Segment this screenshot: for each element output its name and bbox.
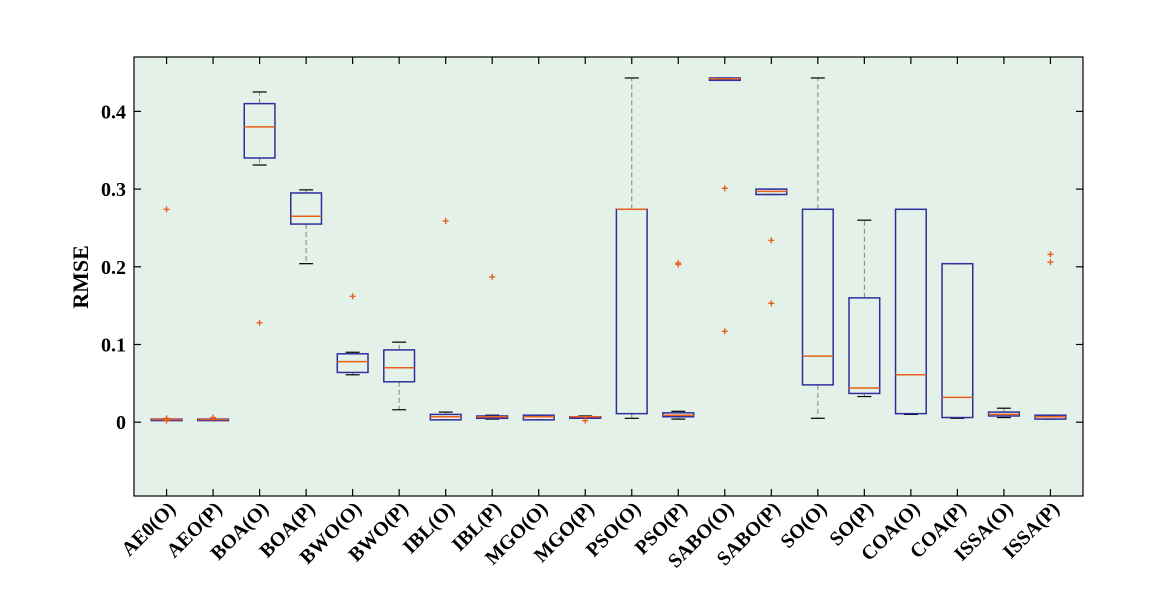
- box-group-1: [196, 414, 230, 422]
- outlier-marker: [210, 414, 217, 421]
- outlier-marker: [1047, 259, 1054, 266]
- x-tick-label: SO(O): [777, 498, 832, 553]
- box-group-5: [383, 341, 416, 411]
- outlier-marker: [768, 300, 775, 307]
- box-17: [941, 262, 974, 419]
- outlier-marker: [163, 417, 170, 424]
- y-tick-label: 0.2: [101, 257, 126, 279]
- box-group-17: [941, 262, 974, 419]
- outlier-marker: [163, 206, 170, 213]
- outlier-marker: [256, 319, 263, 326]
- boxes-layer: [150, 77, 1067, 424]
- outlier-marker: [675, 261, 682, 268]
- outlier-marker: [489, 273, 496, 280]
- x-tick-label: IBL(O): [399, 498, 459, 558]
- box-4: [336, 353, 369, 374]
- y-axis-title: RMSE: [68, 245, 93, 309]
- box-group-13: [755, 188, 788, 307]
- outlier-marker: [1047, 251, 1054, 258]
- outlier-marker: [768, 237, 775, 244]
- box-group-7: [476, 273, 509, 420]
- box-group-12: [708, 77, 741, 335]
- outlier-marker: [582, 417, 589, 424]
- box-group-15: [848, 219, 881, 398]
- box-group-10: [615, 77, 648, 419]
- box-group-14: [801, 77, 834, 419]
- box-15: [848, 297, 881, 395]
- outlier-marker: [442, 217, 449, 224]
- box-group-2: [243, 91, 276, 326]
- box-2: [243, 102, 276, 159]
- plot-background: [134, 57, 1083, 496]
- y-tick-label: 0.1: [101, 334, 126, 356]
- box-3: [290, 192, 323, 225]
- box-group-18: [987, 407, 1021, 419]
- box-8: [522, 414, 555, 421]
- box-group-16: [894, 208, 927, 416]
- outlier-marker: [349, 293, 356, 300]
- box-group-19: [1034, 251, 1067, 420]
- y-tick-label: 0.3: [101, 179, 126, 201]
- box-group-4: [336, 293, 369, 376]
- outlier-marker: [721, 185, 728, 192]
- box-16: [894, 208, 927, 415]
- y-tick-label: 0: [116, 412, 126, 434]
- box-group-11: [662, 259, 695, 420]
- box-group-8: [522, 414, 555, 421]
- outlier-marker: [721, 328, 728, 335]
- box-group-0: [150, 206, 183, 424]
- axes-layer: [133, 56, 1084, 497]
- box-14: [801, 208, 834, 386]
- y-tick-label: 0.4: [101, 101, 126, 123]
- box-group-9: [569, 415, 602, 424]
- box-group-6: [429, 217, 462, 421]
- plot-frame: [133, 56, 1084, 497]
- box-group-3: [290, 189, 323, 265]
- box-5: [383, 349, 416, 383]
